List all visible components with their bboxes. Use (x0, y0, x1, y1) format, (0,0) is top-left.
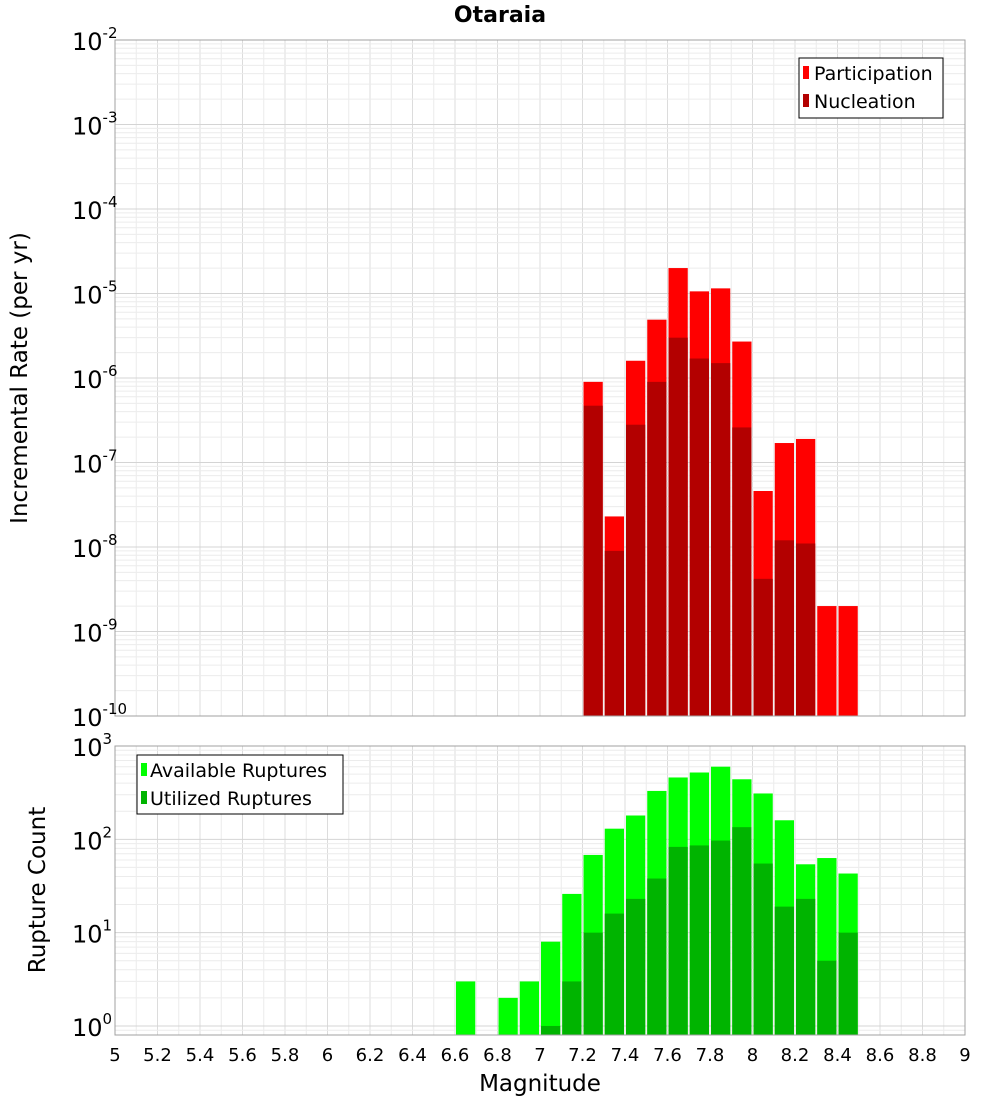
available-legend-swatch (141, 763, 147, 776)
top-y-tick-label: 10-10 (72, 700, 127, 732)
nucleation-legend-label: Nucleation (814, 91, 916, 113)
top-bar-nucleation (647, 381, 667, 716)
top-y-tick-label: 10-9 (72, 616, 118, 648)
bottom-y-tick-label: 102 (72, 823, 112, 855)
x-tick-label: 6.4 (398, 1045, 427, 1066)
x-axis-label: Magnitude (479, 1071, 601, 1097)
top-bar-nucleation (583, 405, 603, 716)
bottom-bar-utilized-ruptures (796, 898, 816, 1035)
x-tick-label: 8 (747, 1045, 758, 1066)
available-legend-label: Available Ruptures (150, 760, 327, 782)
top-bar-nucleation (711, 363, 731, 716)
bottom-y-tick-label: 103 (72, 730, 112, 762)
x-tick-label: 7.8 (696, 1045, 725, 1066)
top-bar-nucleation (774, 540, 794, 716)
x-tick-label: 7.6 (653, 1045, 682, 1066)
top-bar-participation (817, 606, 837, 716)
top-y-tick-label: 10-7 (72, 447, 118, 479)
bottom-bar-available-ruptures (456, 981, 476, 1035)
participation-legend-swatch (803, 66, 809, 79)
top-bar-nucleation (626, 424, 646, 716)
bottom-y-axis-label: Rupture Count (25, 807, 51, 973)
bottom-bar-utilized-ruptures (732, 827, 752, 1035)
bottom-legend-box (136, 754, 344, 815)
top-y-tick-label: 10-5 (72, 278, 118, 310)
bottom-bar-utilized-ruptures (626, 898, 646, 1035)
x-tick-label: 9 (959, 1045, 970, 1066)
bottom-bar-utilized-ruptures (647, 878, 667, 1035)
x-tick-label: 6 (322, 1045, 333, 1066)
x-tick-label: 5.4 (186, 1045, 215, 1066)
top-bar-nucleation (796, 543, 816, 716)
bottom-plot: 103 102 101 100 Rupture Count Available Rup… (25, 730, 971, 1097)
utilized-legend-swatch (141, 791, 147, 804)
bottom-bar-utilized-ruptures (604, 913, 624, 1035)
bottom-y-ticks: 103 102 101 100 (72, 730, 112, 1042)
bottom-bar-utilized-ruptures (753, 863, 773, 1035)
top-y-tick-label: 10-6 (72, 362, 118, 394)
bottom-bar-available-ruptures (541, 941, 561, 1035)
top-plot: 10-2 10-3 10-4 10-5 10-6 10-7 10-8 10-9 10-10 In… (7, 24, 966, 732)
bottom-bar-available-ruptures (519, 981, 539, 1035)
x-tick-label: 8.8 (908, 1045, 937, 1066)
bottom-bars (456, 766, 858, 1035)
bottom-bar-available-ruptures (498, 997, 518, 1035)
top-y-axis-label: Incremental Rate (per yr) (7, 232, 33, 524)
bottom-bar-utilized-ruptures (689, 845, 709, 1035)
x-tick-label: 8.2 (781, 1045, 810, 1066)
bottom-bar-utilized-ruptures (668, 846, 688, 1035)
bottom-bar-utilized-ruptures (583, 932, 603, 1035)
bottom-plot-frame (114, 745, 966, 1036)
x-tick-label: 7 (534, 1045, 545, 1066)
x-tick-label: 6.8 (483, 1045, 512, 1066)
x-tick-label: 7.2 (568, 1045, 597, 1066)
x-ticks: 5 5.2 5.4 5.6 5.8 6 6.2 6.4 6.6 6.8 7 7.2 7.4 7.6 7.8 8… (109, 1045, 970, 1066)
bottom-bar-utilized-ruptures (774, 906, 794, 1035)
x-tick-label: 8.6 (866, 1045, 895, 1066)
bottom-y-tick-label: 101 (72, 917, 112, 949)
top-bar-nucleation (604, 550, 624, 716)
nucleation-legend-swatch (803, 94, 809, 107)
bottom-bar-utilized-ruptures (541, 1025, 561, 1035)
utilized-legend-label: Utilized Ruptures (150, 788, 312, 810)
chart-title: Otaraia (454, 3, 546, 28)
top-y-tick-label: 10-3 (72, 109, 118, 141)
x-tick-label: 5.6 (228, 1045, 257, 1066)
top-y-tick-label: 10-8 (72, 531, 118, 563)
top-bar-nucleation (753, 578, 773, 716)
top-legend: Participation Nucleation (798, 57, 944, 119)
top-bar-participation (838, 606, 858, 716)
top-bar-nucleation (732, 427, 752, 716)
bottom-bar-utilized-ruptures (817, 960, 837, 1035)
x-tick-label: 5 (109, 1045, 120, 1066)
top-bar-nucleation (689, 358, 709, 716)
top-bars (583, 268, 858, 716)
bottom-y-tick-label: 100 (72, 1010, 112, 1042)
top-legend-box (798, 57, 944, 119)
top-y-tick-label: 10-2 (72, 24, 118, 56)
x-tick-label: 6.6 (441, 1045, 470, 1066)
x-tick-label: 7.4 (611, 1045, 640, 1066)
x-tick-label: 6.2 (356, 1045, 385, 1066)
bottom-bar-utilized-ruptures (838, 932, 858, 1035)
top-bar-nucleation (668, 337, 688, 716)
x-tick-label: 8.4 (823, 1045, 852, 1066)
top-plot-frame (114, 39, 966, 717)
top-y-ticks: 10-2 10-3 10-4 10-5 10-6 10-7 10-8 10-9 10-10 (72, 24, 127, 732)
bottom-bar-utilized-ruptures (711, 840, 731, 1035)
participation-legend-label: Participation (814, 63, 933, 85)
x-tick-label: 5.2 (143, 1045, 172, 1066)
bottom-bar-utilized-ruptures (562, 981, 582, 1035)
top-grid (114, 40, 966, 717)
top-y-tick-label: 10-4 (72, 193, 118, 225)
bottom-legend: Available Ruptures Utilized Ruptures (136, 754, 344, 815)
x-tick-label: 5.8 (271, 1045, 300, 1066)
